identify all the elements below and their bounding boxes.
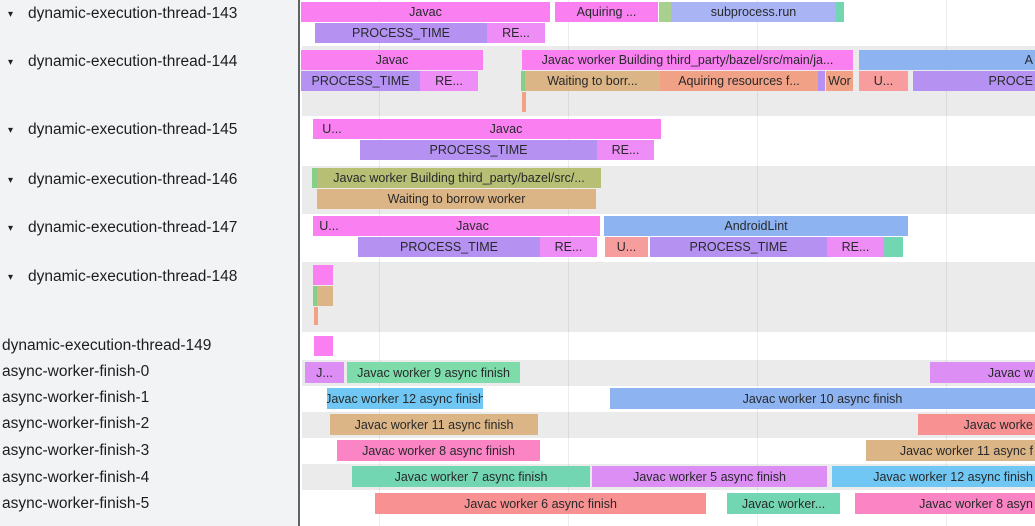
slice-sliver[interactable] <box>818 71 825 91</box>
track-label-row[interactable]: async-worker-finish-1 <box>0 386 298 410</box>
slice-sliver[interactable] <box>884 237 903 257</box>
slice-bar[interactable]: U... <box>605 237 648 257</box>
slice-bar[interactable]: Aquiring ... <box>555 2 658 22</box>
track-label-row[interactable]: dynamic-execution-thread-149 <box>0 334 298 358</box>
track-name: async-worker-finish-2 <box>2 415 150 432</box>
slice-bar[interactable]: Javac worker Building third_party/bazel/… <box>317 168 601 188</box>
track-name: dynamic-execution-thread-143 <box>28 5 238 22</box>
slice-sliver[interactable] <box>317 286 333 306</box>
track-name: dynamic-execution-thread-146 <box>28 171 238 188</box>
slice-bar[interactable]: PROCESS_TIME <box>358 237 540 257</box>
track-name: async-worker-finish-5 <box>2 495 150 512</box>
slice-bar[interactable]: Javac worker 10 async finish <box>610 388 1035 409</box>
expander-triangle-icon[interactable]: ▾ <box>8 271 14 283</box>
slice-bar[interactable]: Waiting to borrow worker <box>317 189 596 209</box>
slice-bar[interactable]: Javac worker 6 async finish <box>375 493 706 514</box>
track-label-row[interactable]: ▾ dynamic-execution-thread-143 <box>0 2 296 26</box>
time-gridline <box>757 0 758 526</box>
slice-sliver[interactable] <box>313 286 317 306</box>
slice-sliver[interactable] <box>312 168 317 188</box>
track-name: async-worker-finish-3 <box>2 442 150 459</box>
slice-bar[interactable]: Javac w <box>930 362 1035 383</box>
time-gridline <box>379 0 380 526</box>
slice-sliver[interactable] <box>313 265 333 285</box>
expander-triangle-icon[interactable]: ▾ <box>8 56 14 68</box>
slice-bar[interactable]: Javac worker 8 async finish <box>337 440 540 461</box>
slice-bar[interactable]: Javac worker 8 asyn <box>855 493 1035 514</box>
track-name: dynamic-execution-thread-147 <box>28 219 238 236</box>
track-name: dynamic-execution-thread-144 <box>28 53 238 70</box>
slice-sliver[interactable] <box>659 2 671 22</box>
slice-bar[interactable]: RE... <box>487 23 545 43</box>
time-gridline <box>946 0 947 526</box>
slice-bar[interactable]: U... <box>859 71 908 91</box>
track-label-row[interactable]: async-worker-finish-5 <box>0 492 298 516</box>
slice-bar[interactable]: Javac worker 7 async finish <box>352 466 590 487</box>
track-name: async-worker-finish-0 <box>2 363 150 380</box>
slice-bar[interactable]: Javac worker 9 async finish <box>347 362 520 383</box>
track-label-row[interactable]: ▾ dynamic-execution-thread-147 <box>0 216 296 240</box>
slice-bar[interactable]: Javac worke <box>918 414 1035 435</box>
slice-bar[interactable]: Javac worker 5 async finish <box>592 466 827 487</box>
slice-bar[interactable]: Javac <box>345 216 600 236</box>
slice-bar[interactable]: AndroidLint <box>604 216 908 236</box>
slice-bar[interactable]: J... <box>305 362 344 383</box>
slice-sliver[interactable] <box>314 336 333 356</box>
expander-triangle-icon[interactable]: ▾ <box>8 8 14 20</box>
track-label-row[interactable]: async-worker-finish-4 <box>0 466 298 490</box>
slice-bar[interactable]: PROCE <box>913 71 1035 91</box>
slice-bar[interactable]: U... <box>313 119 351 139</box>
slice-sliver[interactable] <box>521 71 525 91</box>
track-label-row[interactable]: ▾ dynamic-execution-thread-148 <box>0 265 296 289</box>
slice-bar[interactable]: Waiting to borr... <box>525 71 660 91</box>
slice-bar[interactable]: U... <box>313 216 345 236</box>
slice-bar[interactable]: Javac <box>301 50 483 70</box>
track-label-row[interactable]: ▾ dynamic-execution-thread-146 <box>0 168 296 192</box>
expander-triangle-icon[interactable]: ▾ <box>8 124 14 136</box>
slice-sliver[interactable] <box>836 2 844 22</box>
track-label-row[interactable]: async-worker-finish-2 <box>0 412 298 436</box>
slice-bar[interactable]: A <box>859 50 1035 70</box>
track-name: dynamic-execution-thread-145 <box>28 121 238 138</box>
slice-bar[interactable]: RE... <box>827 237 884 257</box>
slice-bar[interactable]: PROCESS_TIME <box>315 23 487 43</box>
track-label-row[interactable]: async-worker-finish-0 <box>0 360 298 384</box>
time-gridline <box>568 0 569 526</box>
slice-bar[interactable]: PROCESS_TIME <box>360 140 597 160</box>
slice-bar[interactable]: PROCESS_TIME <box>650 237 827 257</box>
track-name: async-worker-finish-1 <box>2 389 150 406</box>
slice-sliver[interactable] <box>314 307 318 325</box>
track-label-row[interactable]: async-worker-finish-3 <box>0 439 298 463</box>
slice-bar[interactable]: Javac worker 11 async f <box>866 440 1035 461</box>
slice-bar[interactable]: Javac worker... <box>727 493 840 514</box>
slice-bar[interactable]: Wor <box>826 71 853 91</box>
slice-bar[interactable]: RE... <box>420 71 478 91</box>
track-name-panel: ▾ dynamic-execution-thread-143 ▾ dynamic-ex… <box>0 0 300 526</box>
slice-bar[interactable]: Javac worker 12 async finish <box>327 388 483 409</box>
slice-bar[interactable]: Javac <box>351 119 661 139</box>
slice-bar[interactable]: Javac worker 12 async finish <box>832 466 1035 487</box>
slice-bar[interactable]: PROCESS_TIME <box>301 71 420 91</box>
track-label-row[interactable]: ▾ dynamic-execution-thread-145 <box>0 118 296 142</box>
slice-bar[interactable]: Aquiring resources f... <box>660 71 818 91</box>
slice-bar[interactable]: subprocess.run <box>671 2 836 22</box>
slice-bar[interactable]: Javac worker 11 async finish <box>330 414 538 435</box>
track-name: dynamic-execution-thread-149 <box>2 337 212 354</box>
track-label-row[interactable]: ▾ dynamic-execution-thread-144 <box>0 50 296 74</box>
expander-triangle-icon[interactable]: ▾ <box>8 222 14 234</box>
slice-bar[interactable]: Javac worker Building third_party/bazel/… <box>522 50 853 70</box>
expander-triangle-icon[interactable]: ▾ <box>8 174 14 186</box>
slice-sliver[interactable] <box>522 92 526 112</box>
slice-bar[interactable]: RE... <box>597 140 654 160</box>
track-background-band <box>302 262 1035 332</box>
slice-bar[interactable]: RE... <box>540 237 597 257</box>
track-name: async-worker-finish-4 <box>2 469 150 486</box>
track-name: dynamic-execution-thread-148 <box>28 268 238 285</box>
slice-bar[interactable]: Javac <box>301 2 550 22</box>
